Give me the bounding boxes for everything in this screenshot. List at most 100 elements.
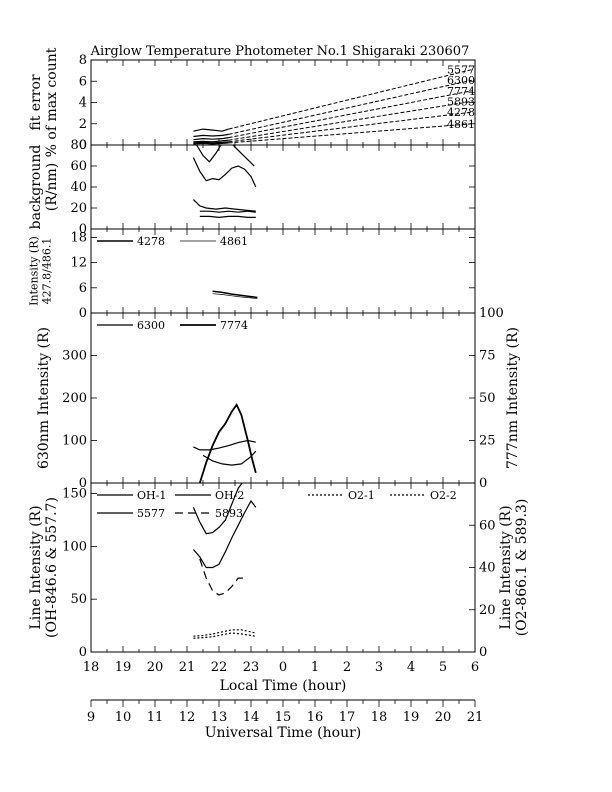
y-axis-title: background <box>28 145 44 230</box>
x-tick-label-local: 0 <box>279 660 287 675</box>
series-line <box>192 157 257 188</box>
series-end-label: 4861 <box>447 118 475 131</box>
y-right-tick-label: 25 <box>479 434 496 449</box>
y-tick-label: 60 <box>70 159 87 174</box>
y-axis-title: (R/nm) <box>44 163 60 211</box>
series-line <box>199 210 256 213</box>
x-tick-label-ut: 16 <box>307 710 324 725</box>
legend-label: 4861 <box>220 235 248 248</box>
series-line-7774 <box>193 137 229 141</box>
series-line-5893 <box>199 558 245 596</box>
y-tick-label: 150 <box>62 487 87 502</box>
y-right-tick-label: 50 <box>479 391 496 406</box>
series-end-label: 6300 <box>447 74 475 87</box>
x-tick-label-local: 1 <box>311 660 319 675</box>
x-tick-label-ut: 21 <box>467 710 484 725</box>
legend-label: 5893 <box>215 507 243 520</box>
y-tick-label: 40 <box>70 180 87 195</box>
x-tick-label-ut: 14 <box>243 710 260 725</box>
series-line-6300 <box>193 133 229 138</box>
x-tick-label-ut: 12 <box>179 710 196 725</box>
y-tick-label: 100 <box>62 434 87 449</box>
series-line-6300 <box>202 450 257 466</box>
y-tick-label: 100 <box>62 539 87 554</box>
y-right-tick-label: 60 <box>479 518 496 533</box>
chart-title: Airglow Temperature Photometer No.1 Shig… <box>90 44 470 59</box>
y-tick-label: 0 <box>79 645 87 660</box>
legend-label: OH-1 <box>137 489 166 502</box>
y-right-tick-label: 100 <box>479 306 504 321</box>
legend-label: 5577 <box>137 507 165 520</box>
series-end-label: 5893 <box>447 95 475 108</box>
y-axis-title: fit error <box>28 74 44 131</box>
y-tick-label: 20 <box>70 201 87 216</box>
y-tick-label: 0 <box>79 306 87 321</box>
series-line-7774 <box>198 403 257 483</box>
y-axis-title: % of max count <box>44 47 60 157</box>
legend-label: OH-2 <box>215 489 244 502</box>
x-tick-label-ut: 19 <box>403 710 420 725</box>
x-tick-label-local: 2 <box>343 660 351 675</box>
y-tick-label: 8 <box>79 53 87 68</box>
series-end-label: 4278 <box>447 106 475 119</box>
x-tick-label-ut: 18 <box>371 710 388 725</box>
series-line-4278 <box>193 141 229 144</box>
series-end-label: 7774 <box>447 85 475 98</box>
x-axis-title-local: Local Time (hour) <box>220 678 347 694</box>
series-line-5893 <box>193 139 229 143</box>
series-line-4861 <box>228 123 472 144</box>
series-line-4861 <box>212 293 258 300</box>
y-right-tick-label: 0 <box>479 476 487 491</box>
series-line-oh-1 <box>192 483 243 535</box>
y-right-tick-label: 0 <box>479 645 487 660</box>
y-axis-title: (OH-846.6 & 557.7) <box>44 497 60 638</box>
panel-fit-error: 0 2 4 6 8 fit error% of max count 557763007774… <box>28 47 476 157</box>
series-line-4278 <box>228 111 472 143</box>
y-axis-title: 630nm Intensity (R) <box>36 327 52 469</box>
y-tick-label: 0 <box>79 476 87 491</box>
series-line-oh-2 <box>192 499 257 569</box>
y-tick-label: 200 <box>62 391 87 406</box>
y-tick-label: 2 <box>79 117 87 132</box>
y-right-tick-label: 75 <box>479 349 496 364</box>
x-tick-label-local: 19 <box>115 660 132 675</box>
series-line-4278 <box>212 290 258 299</box>
panel-frame <box>90 59 476 146</box>
panel-background: 0 20 40 60 80 background (R/nm) <box>28 138 476 237</box>
x-tick-label-local: 5 <box>439 660 447 675</box>
y-right-tick-label: 40 <box>479 561 496 576</box>
y-tick-label: 12 <box>70 256 87 271</box>
legend-label: 4278 <box>137 235 165 248</box>
panel-frame <box>90 144 476 230</box>
x-tick-label-ut: 17 <box>339 710 356 725</box>
x-tick-label-local: 18 <box>83 660 100 675</box>
y-right-axis-title: 777nm Intensity (R) <box>505 327 521 469</box>
y-tick-label: 6 <box>79 74 87 89</box>
x-tick-label-local: 3 <box>375 660 383 675</box>
legend-label: O2-2 <box>430 489 457 502</box>
y-tick-label: 0 <box>79 138 87 153</box>
x-tick-label-ut: 20 <box>435 710 452 725</box>
series-line-6300 <box>228 79 472 135</box>
y-tick-label: 18 <box>70 230 87 245</box>
y-right-axis-title: Line Intensity (R) <box>498 505 514 629</box>
legend-label: 7774 <box>220 319 248 332</box>
y-right-axis-title: (O2-866.1 & 589.3) <box>514 499 530 637</box>
y-axis-title: 427.8/486.1 <box>41 238 54 305</box>
series-line-5577 <box>228 69 472 130</box>
x-tick-label-local: 20 <box>147 660 164 675</box>
y-tick-label: 4 <box>79 96 87 111</box>
series-line-7774 <box>228 90 472 139</box>
y-axis-title: Intensity (R) <box>28 236 41 306</box>
x-tick-label-local: 22 <box>211 660 228 675</box>
series-line-4861 <box>193 142 229 145</box>
series-line-o2-2 <box>193 632 256 639</box>
y-tick-label: 80 <box>70 138 87 153</box>
legend-label: O2-1 <box>348 489 375 502</box>
x-tick-label-local: 4 <box>407 660 415 675</box>
panel-intensity-630-777: 0 100 200 300 0 25 50 75 100 630nm Intensity (R) 7… <box>36 306 521 491</box>
x-tick-label-local: 6 <box>471 660 479 675</box>
